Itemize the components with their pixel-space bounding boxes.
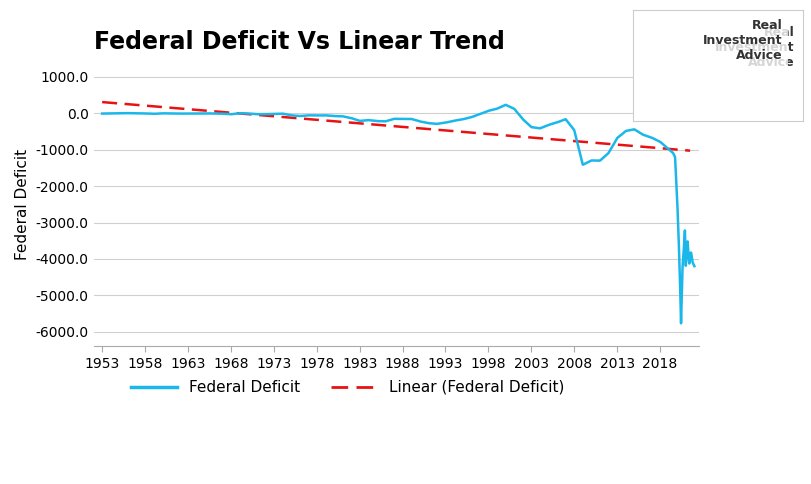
Y-axis label: Federal Deficit: Federal Deficit [15,149,30,260]
Text: Federal Deficit Vs Linear Trend: Federal Deficit Vs Linear Trend [93,30,504,54]
Legend: Federal Deficit, Linear (Federal Deficit): Federal Deficit, Linear (Federal Deficit… [125,374,570,401]
Text: Real
Investment
Advice: Real Investment Advice [703,19,783,62]
Text: Real
Investment
Advice: Real Investment Advice [714,27,795,69]
